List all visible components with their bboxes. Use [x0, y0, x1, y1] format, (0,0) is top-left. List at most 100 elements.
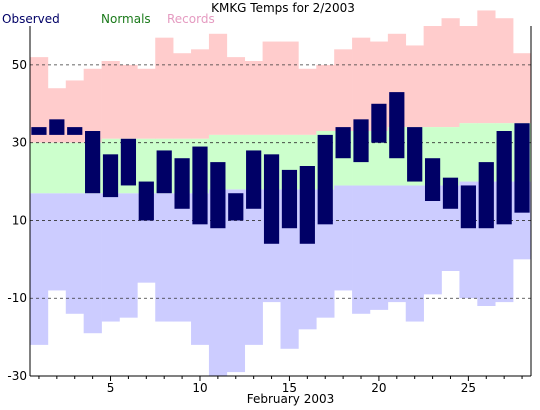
record-high-band-day-15 [280, 41, 299, 135]
observed-bar-day-4 [85, 131, 101, 194]
x-tick-label-25: 25 [461, 381, 476, 395]
observed-bar-day-28 [514, 123, 530, 213]
observed-bar-day-7 [138, 181, 154, 221]
y-tick-label--10: -10 [7, 291, 27, 305]
observed-bar-day-3 [67, 127, 83, 135]
record-low-band-day-5 [101, 193, 120, 322]
record-high-band-day-12 [226, 57, 246, 135]
normal-band-day-20 [369, 131, 389, 186]
normal-band-day-24 [441, 127, 460, 186]
normal-band-day-12 [226, 134, 246, 190]
normal-band-day-25 [459, 123, 478, 182]
record-high-band-day-5 [101, 61, 120, 139]
legend-entry-records: Records [167, 12, 215, 26]
x-tick-label-5: 5 [107, 381, 115, 395]
observed-bar-day-20 [371, 103, 387, 143]
normal-band-day-7 [137, 138, 156, 194]
observed-bar-day-11 [210, 162, 226, 229]
record-high-band-day-9 [173, 53, 192, 139]
x-axis-label: February 2003 [247, 392, 335, 406]
record-high-band-day-13 [244, 61, 263, 135]
observed-bar-day-17 [317, 134, 333, 225]
record-low-band-day-18 [334, 185, 353, 291]
observed-bar-day-8 [156, 150, 172, 194]
observed-bar-day-25 [460, 185, 476, 229]
observed-bar-day-15 [281, 169, 298, 229]
observed-bar-day-22 [407, 127, 423, 182]
y-tick-label-10: 10 [12, 213, 27, 227]
record-low-band-day-23 [423, 185, 442, 295]
observed-bar-day-27 [496, 131, 512, 225]
observed-bar-day-21 [389, 92, 405, 159]
record-low-band-day-11 [208, 189, 228, 376]
observed-bar-day-26 [478, 162, 494, 229]
observed-bar-day-13 [246, 150, 262, 209]
observed-bar-day-16 [299, 166, 315, 244]
record-low-band-day-22 [405, 185, 424, 322]
record-low-band-day-19 [352, 185, 371, 314]
legend-entry-normals: Normals [101, 12, 151, 26]
observed-bar-day-24 [442, 177, 459, 209]
record-high-band-day-19 [352, 37, 371, 131]
observed-bar-day-18 [335, 127, 351, 159]
y-tick-label-30: 30 [12, 136, 27, 150]
record-high-band-day-1 [30, 57, 49, 143]
record-high-band-day-4 [83, 68, 102, 143]
record-high-band-day-22 [405, 45, 424, 128]
x-tick-label-20: 20 [371, 381, 386, 395]
record-high-band-day-26 [477, 10, 496, 124]
record-high-band-day-10 [191, 49, 210, 139]
record-high-band-day-6 [119, 64, 138, 139]
record-low-band-day-4 [83, 193, 102, 334]
record-high-band-day-3 [65, 80, 84, 143]
record-high-band-day-11 [208, 33, 228, 135]
chart-title: KMKG Temps for 2/2003 [211, 1, 355, 15]
record-high-band-day-7 [137, 68, 156, 139]
record-high-band-day-27 [495, 18, 514, 124]
record-low-band-day-1 [30, 193, 49, 345]
observed-bar-day-6 [120, 138, 137, 186]
record-high-band-day-8 [155, 37, 174, 139]
normal-band-day-3 [65, 142, 84, 194]
record-high-band-day-18 [334, 49, 353, 132]
observed-bar-day-2 [49, 119, 65, 135]
y-tick-label--30: -30 [7, 369, 27, 383]
record-low-band-day-15 [280, 189, 299, 349]
record-low-band-day-3 [65, 193, 84, 314]
record-low-band-day-10 [191, 193, 210, 345]
record-low-band-day-21 [387, 185, 407, 303]
record-high-band-day-16 [298, 68, 317, 135]
record-high-band-day-24 [441, 18, 460, 128]
x-tick-label-10: 10 [192, 381, 207, 395]
y-tick-label-50: 50 [12, 58, 27, 72]
observed-bar-day-9 [174, 158, 190, 209]
labels-layer: 5 10 15 20 25 -30 -10 10 30 50 February 2003 KMKG T… [2, 1, 476, 406]
observed-bar-day-1 [31, 127, 47, 135]
x-tick-label-15: 15 [282, 381, 297, 395]
observed-bar-day-23 [424, 158, 441, 201]
record-low-band-day-12 [226, 189, 246, 373]
record-low-band-day-20 [369, 185, 389, 310]
observed-bars-layer [31, 92, 530, 244]
record-low-band-day-9 [173, 193, 192, 322]
record-high-band-day-23 [423, 26, 442, 128]
record-low-band-day-13 [244, 189, 263, 345]
observed-bar-day-12 [228, 193, 244, 221]
observed-bar-day-14 [263, 154, 280, 244]
legend-entry-observed: Observed [2, 12, 60, 26]
record-high-band-day-17 [316, 64, 335, 131]
record-high-band-day-14 [262, 41, 281, 135]
record-low-band-day-6 [119, 193, 138, 318]
axes-layer [29, 26, 532, 381]
normal-band-day-1 [30, 142, 49, 194]
record-high-band-day-25 [459, 26, 478, 124]
record-high-band-day-28 [513, 53, 532, 124]
observed-bar-day-5 [102, 154, 119, 198]
record-low-band-day-2 [47, 193, 67, 291]
observed-bar-day-19 [353, 119, 369, 163]
normal-band-day-2 [47, 142, 67, 194]
record-low-band-day-8 [155, 193, 174, 322]
observed-bar-day-10 [192, 146, 208, 225]
